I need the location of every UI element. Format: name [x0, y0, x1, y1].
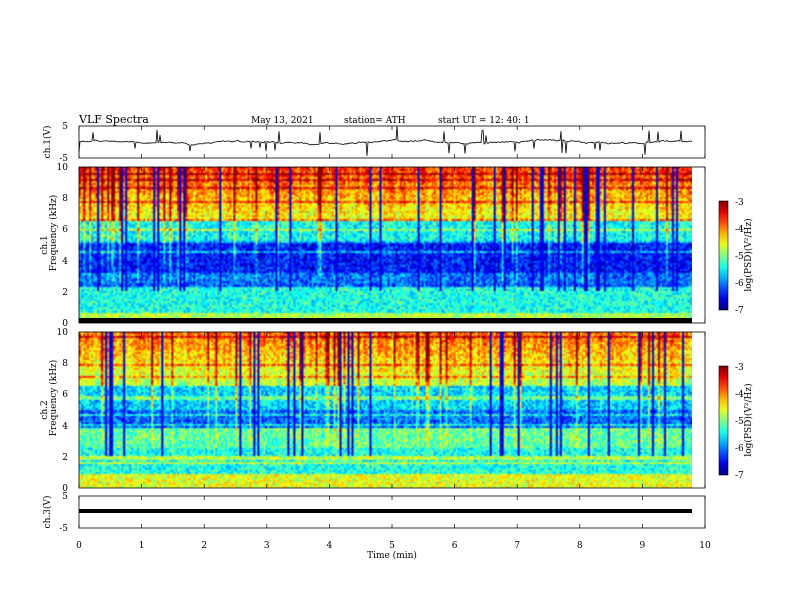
- ch1-colorbar-label: log(PSD)(V²/Hz): [743, 218, 754, 291]
- ch1-ylabel: ch.1(V): [42, 126, 53, 159]
- ch2-cbar-tick-6: -6: [735, 444, 744, 454]
- ch3-waveform-panel: 5 -5 ch.3(V): [42, 492, 706, 534]
- ch1-waveform-frame: [78, 125, 706, 159]
- x-axis-ticks: [78, 126, 706, 528]
- ch2-cbar-tick-5: -5: [735, 417, 744, 427]
- ch1-cbar-tick-6: -6: [735, 279, 744, 289]
- ch1-spectrogram-yticks: 0 2 4 6 8 10: [57, 163, 69, 329]
- ch1-cbar-tick-3: -3: [735, 198, 744, 208]
- ch1-ytick-top: 5: [62, 122, 68, 132]
- xtick-label-10: 10: [699, 541, 711, 551]
- ch1-colorbar: [718, 200, 729, 311]
- xtick-label-1: 1: [139, 541, 145, 551]
- xtick-label-4: 4: [327, 541, 333, 551]
- ch1-spec-ytick-10: 10: [57, 163, 69, 173]
- ch1-spectrogram-panel: 0 2 4 6 8 10 ch.1 Frequency (kHz) -3 -4 …: [40, 163, 754, 329]
- ch1-ytick-bottom: -5: [59, 154, 68, 164]
- ch1-cbar-tick-4: -4: [735, 225, 744, 235]
- ch2-spec-ytick-2: 2: [62, 453, 68, 463]
- xtick-label-3: 3: [264, 541, 270, 551]
- station-label: station= ATH: [344, 116, 406, 126]
- ch1-spec-ytick-2: 2: [62, 288, 68, 298]
- ch1-spectrogram-dc-band: [79, 318, 692, 323]
- ch3-ytick-top: 5: [62, 492, 68, 502]
- xtick-label-7: 7: [514, 541, 520, 551]
- ch1-spec-ytick-4: 4: [62, 257, 68, 267]
- xtick-label-8: 8: [577, 541, 583, 551]
- ch2-spec-ytick-6: 6: [62, 390, 68, 400]
- xtick-label-6: 6: [452, 541, 458, 551]
- xtick-label-9: 9: [640, 541, 646, 551]
- ch2-spec-ytick-0: 0: [62, 484, 68, 494]
- ch1-spec-ylabel-channel: ch.1: [40, 235, 50, 254]
- xtick-label-5: 5: [389, 541, 395, 551]
- ch2-colorbar: [718, 365, 729, 476]
- ch1-spectrogram-image: [79, 167, 692, 323]
- ch1-cbar-tick-7: -7: [735, 306, 744, 316]
- ch2-spec-ytick-10: 10: [57, 328, 69, 338]
- x-axis-label: Time (min): [367, 550, 417, 561]
- ch1-spec-ytick-8: 8: [62, 194, 68, 204]
- ch2-colorbar-label: log(PSD)(V²/Hz): [743, 383, 754, 456]
- ch1-waveform-panel: 5 -5 ch.1(V): [42, 122, 706, 164]
- ch3-ytick-bottom: -5: [59, 524, 68, 534]
- ch1-cbar-tick-5: -5: [735, 252, 744, 262]
- ch2-spec-ylabel-channel: ch.2: [40, 400, 50, 419]
- ch2-cbar-tick-4: -4: [735, 390, 744, 400]
- xtick-label-2: 2: [201, 541, 207, 551]
- figure-title: VLF Spectra: [78, 113, 149, 126]
- xtick-label-0: 0: [76, 541, 82, 551]
- ch2-cbar-tick-7: -7: [735, 471, 744, 481]
- ch2-spectrogram-panel: 0 2 4 6 8 10 ch.2 Frequency (kHz) -3 -4 …: [40, 328, 754, 494]
- ch1-waveform-line: [78, 126, 693, 156]
- ch1-spec-ylabel-frequency: Frequency (kHz): [48, 195, 59, 272]
- ch2-cbar-tick-3: -3: [735, 363, 744, 373]
- start-time-label: start UT = 12: 40: 1: [438, 116, 530, 126]
- ch3-waveform-line: [79, 509, 692, 513]
- ch2-spec-ylabel-frequency: Frequency (kHz): [48, 360, 59, 437]
- ch1-spec-ytick-0: 0: [62, 319, 68, 329]
- date-label: May 13, 2021: [251, 116, 314, 126]
- ch2-spectrogram-image: [79, 332, 692, 488]
- ch3-ylabel: ch.3(V): [42, 496, 53, 529]
- ch2-spec-ytick-8: 8: [62, 359, 68, 369]
- ch2-spec-ytick-4: 4: [62, 422, 68, 432]
- ch1-spec-ytick-6: 6: [62, 225, 68, 235]
